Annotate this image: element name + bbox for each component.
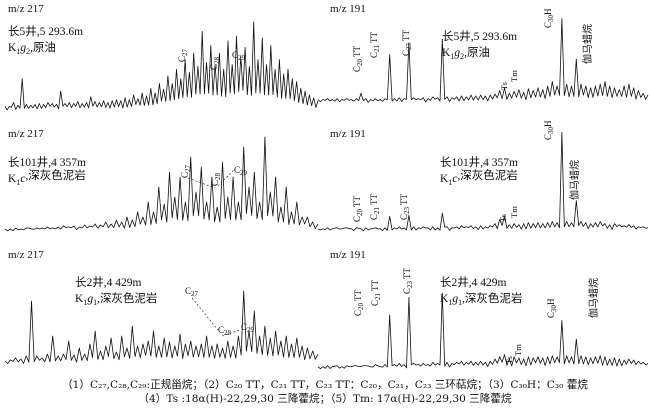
svg-text:C27: C27 bbox=[177, 48, 189, 62]
peak-label-c27: C27 bbox=[177, 48, 189, 62]
trace-191-well-2 bbox=[317, 292, 649, 370]
chromatogram-figure: m/z 217 长5井,5 293.6m K1g2,原油 C27 C28 C29… bbox=[4, 3, 649, 370]
trace-217-well-5 bbox=[4, 21, 319, 111]
sample-formation: K1g2,原油 bbox=[442, 45, 490, 61]
sample-well: 长5井,5 293.6m bbox=[442, 29, 517, 43]
panel-217-well-101: m/z 217 长101井,4 357m K1c,深灰色泥岩 C27 C28 C… bbox=[4, 128, 319, 232]
sample-formation: K1c,深灰色泥岩 bbox=[8, 168, 86, 187]
peak-label-c20-tt: C20TT bbox=[352, 45, 364, 72]
svg-text:C27: C27 bbox=[180, 164, 192, 178]
peak-label-c28: C28 bbox=[209, 56, 221, 70]
leader-line bbox=[187, 177, 216, 189]
peak-label-c27: C27 bbox=[185, 286, 199, 298]
peak-label-c21-tt: C21TT bbox=[370, 279, 382, 306]
svg-text:Ts: Ts bbox=[499, 82, 509, 90]
svg-text:C20TT: C20TT bbox=[352, 195, 364, 222]
panel-191-well-5: m/z 191 长5井,5 293.6m K1g2,原油 C20TT C21TT… bbox=[317, 3, 649, 103]
sample-formation: K1c,深灰色泥岩 bbox=[440, 168, 518, 187]
peak-label-c27: C27 bbox=[180, 164, 192, 178]
sample-well: 长2井,4 429m bbox=[440, 275, 506, 289]
sample-well: 长2井,4 429m bbox=[75, 275, 141, 289]
peak-label-c20-tt: C20TT bbox=[353, 289, 365, 316]
svg-text:伽马蜡烷: 伽马蜡烷 bbox=[587, 278, 600, 318]
peak-label-c28: C28 bbox=[210, 172, 222, 186]
panel-title: m/z 217 bbox=[8, 128, 44, 140]
peak-label-c30h: C30H bbox=[543, 120, 555, 140]
panel-title: m/z 217 bbox=[8, 249, 44, 261]
trace-217-well-2 bbox=[4, 290, 319, 364]
svg-text:伽马蜡烷: 伽马蜡烷 bbox=[581, 24, 594, 64]
peak-label-tm: Tm bbox=[509, 206, 519, 218]
peak-label-tm: Tm bbox=[513, 344, 523, 356]
svg-text:C28: C28 bbox=[209, 56, 221, 70]
peak-label-c23-tt: C23TT bbox=[402, 267, 414, 294]
caption-line-1: （1）C₂₇,C₂₈,C₂₉:正规甾烷；（2）C₂₀ TT，C₂₁ TT，C₂₃… bbox=[62, 379, 588, 391]
svg-text:C23TT: C23TT bbox=[402, 267, 414, 294]
svg-text:C28: C28 bbox=[210, 172, 222, 186]
svg-text:C21TT: C21TT bbox=[369, 193, 381, 220]
svg-text:C21TT: C21TT bbox=[370, 279, 382, 306]
svg-text:C23TT: C23TT bbox=[401, 29, 413, 56]
svg-text:伽马蜡烷: 伽马蜡烷 bbox=[568, 160, 581, 200]
peak-label-c29: C29 bbox=[241, 322, 255, 334]
sample-formation: K1g1,深灰色泥岩 bbox=[440, 291, 522, 307]
sample-well: 长101井,4 357m bbox=[440, 155, 518, 169]
panel-191-well-101: m/z 191 长101井,4 357m K1c,深灰色泥岩 C20TT C21… bbox=[317, 120, 649, 232]
svg-text:Ts: Ts bbox=[498, 214, 508, 222]
peak-label-c23-tt: C23TT bbox=[401, 29, 413, 56]
peak-label-c21-tt: C21TT bbox=[369, 31, 381, 58]
panel-217-well-5: m/z 217 长5井,5 293.6m K1g2,原油 C27 C28 C29 bbox=[4, 3, 319, 111]
peak-label-c23-tt: C23TT bbox=[399, 193, 411, 220]
panel-title: m/z 217 bbox=[8, 3, 44, 15]
peak-label-c21-tt: C21TT bbox=[369, 193, 381, 220]
peak-label-c29: C29 bbox=[232, 50, 246, 62]
sample-formation: K1g1,深灰色泥岩 bbox=[75, 291, 157, 307]
svg-text:C20TT: C20TT bbox=[353, 289, 365, 316]
peak-label-ts: Ts bbox=[504, 356, 514, 364]
peak-label-c28: C28 bbox=[218, 325, 232, 337]
svg-text:C21TT: C21TT bbox=[369, 31, 381, 58]
trace-191-well-101 bbox=[317, 131, 649, 232]
peak-label-c30h: C30H bbox=[546, 298, 558, 318]
peak-label-tm: Tm bbox=[509, 70, 519, 82]
sample-well: 长5井,5 293.6m bbox=[8, 24, 83, 38]
svg-text:C30H: C30H bbox=[546, 298, 558, 318]
panel-title: m/z 191 bbox=[330, 249, 366, 261]
svg-text:Ts: Ts bbox=[504, 356, 514, 364]
leader-line bbox=[191, 297, 219, 331]
peak-label-ts: Ts bbox=[498, 214, 508, 222]
svg-text:Tm: Tm bbox=[513, 344, 523, 356]
peak-label-c20-tt: C20TT bbox=[352, 195, 364, 222]
peak-label-gammacerane: 伽马蜡烷 bbox=[581, 24, 594, 64]
leader-line bbox=[221, 329, 241, 337]
peak-label-gammacerane: 伽马蜡烷 bbox=[568, 160, 581, 200]
trace-191-well-5 bbox=[317, 18, 649, 103]
svg-text:C20TT: C20TT bbox=[352, 45, 364, 72]
svg-text:C23TT: C23TT bbox=[399, 193, 411, 220]
panel-191-well-2: m/z 191 长2井,4 429m K1g1,深灰色泥岩 C20TT C21T… bbox=[317, 249, 649, 370]
peak-label-ts: Ts bbox=[499, 82, 509, 90]
svg-text:Tm: Tm bbox=[509, 206, 519, 218]
sample-well: 长101井,4 357m bbox=[8, 155, 86, 169]
peak-label-c29: C29 bbox=[234, 165, 248, 177]
svg-text:C30H: C30H bbox=[543, 8, 555, 28]
svg-text:C30H: C30H bbox=[543, 120, 555, 140]
peak-label-c30h: C30H bbox=[543, 8, 555, 28]
svg-text:Tm: Tm bbox=[509, 70, 519, 82]
sample-formation: K1g2,原油 bbox=[8, 40, 56, 56]
peak-label-gammacerane: 伽马蜡烷 bbox=[587, 278, 600, 318]
panel-217-well-2: m/z 217 长2井,4 429m K1g1,深灰色泥岩 C27 C28 C2… bbox=[4, 249, 319, 364]
panel-title: m/z 191 bbox=[330, 3, 366, 15]
trace-217-well-101 bbox=[4, 136, 319, 232]
caption-line-2: （4）Ts :18α(H)-22,29,30 三降藿烷；（5）Tm: 17α(H… bbox=[138, 393, 512, 405]
panel-title: m/z 191 bbox=[330, 128, 366, 140]
